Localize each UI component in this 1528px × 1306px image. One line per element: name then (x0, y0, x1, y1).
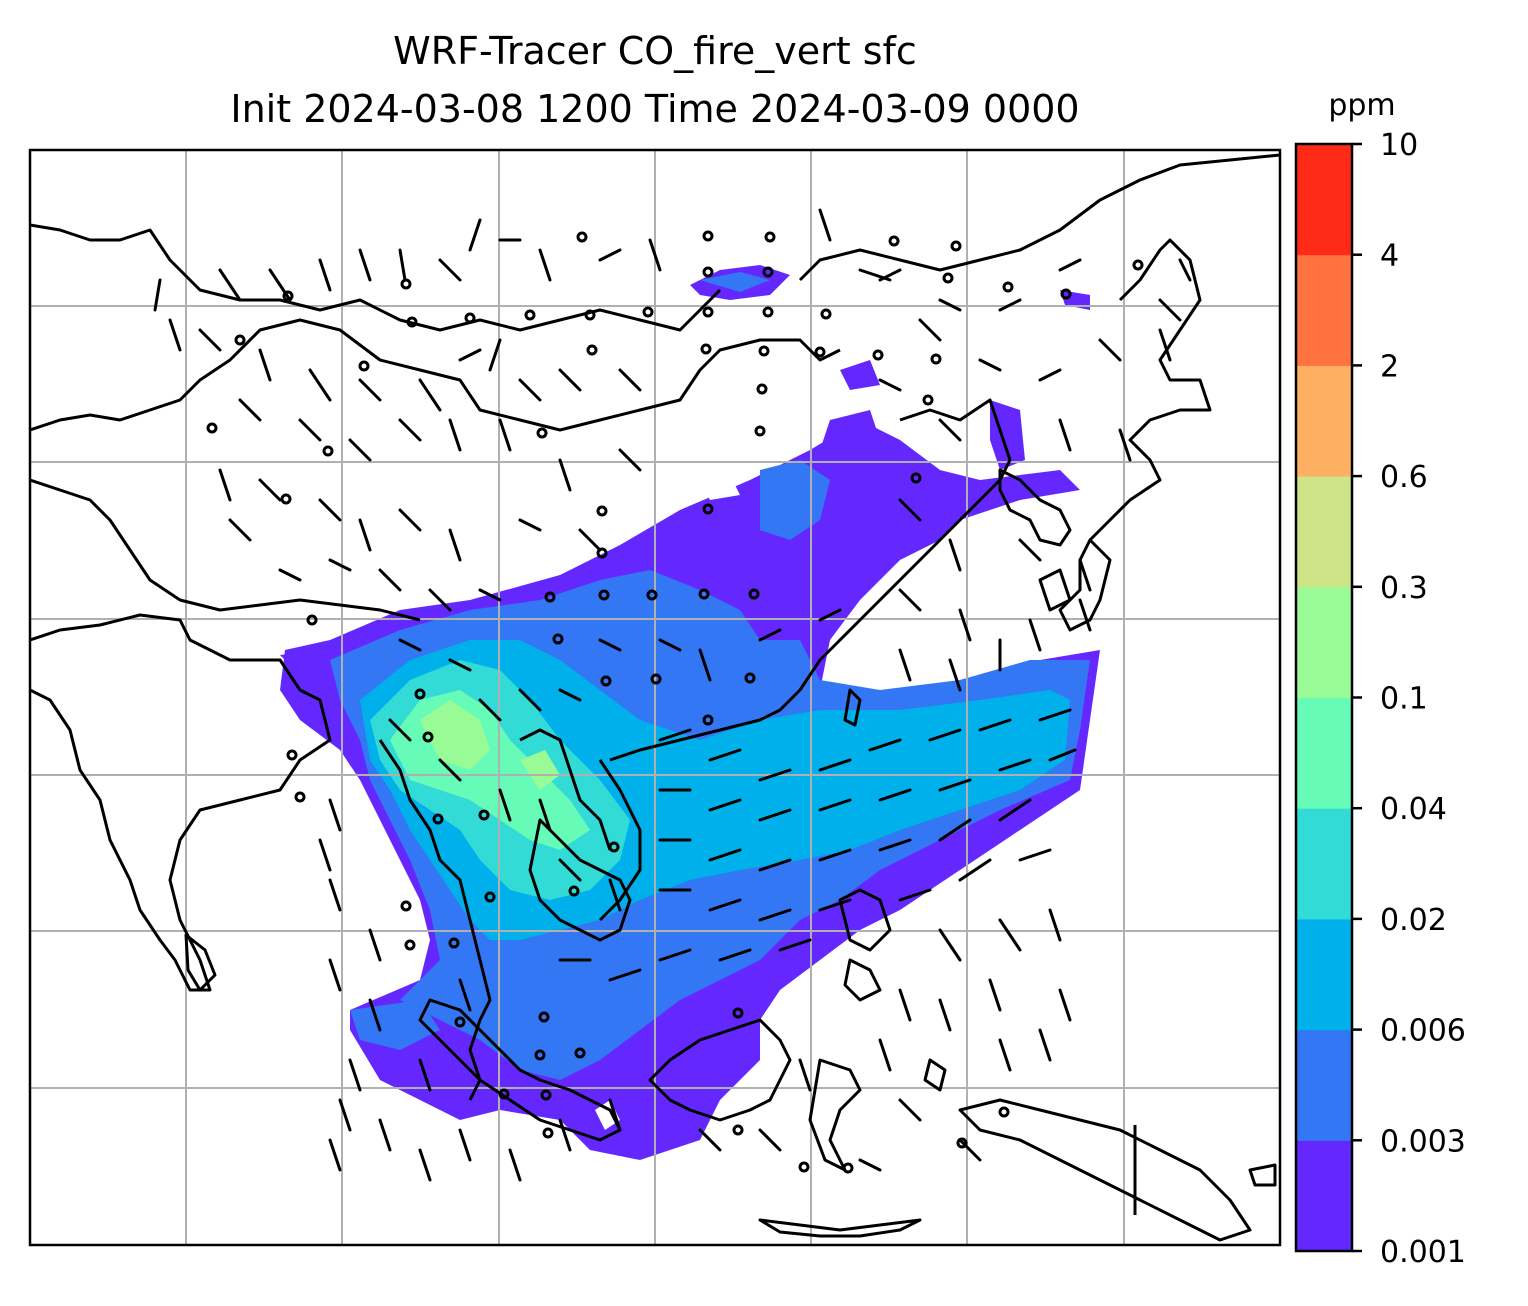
colorbar-band (1296, 254, 1352, 366)
colorbar-tick-label: 0.001 (1380, 1235, 1466, 1270)
colorbar-band (1296, 918, 1352, 1031)
colorbar-tick-label: 0.1 (1380, 682, 1428, 717)
colorbar-tick-label: 0.3 (1380, 571, 1428, 606)
colorbar-unit-label: ppm (1328, 88, 1395, 123)
colorbar-tick-label: 0.02 (1380, 903, 1447, 938)
colorbar-tick-label: 0.04 (1380, 792, 1447, 827)
colorbar-band (1296, 808, 1352, 920)
colorbar-tick-label: 2 (1380, 349, 1399, 384)
colorbar-tick-label: 0.003 (1380, 1124, 1466, 1159)
map-frame (28, 148, 1282, 1247)
colorbar-band (1296, 365, 1352, 477)
colorbar-tick-label: 10 (1380, 128, 1418, 163)
colorbar-band (1296, 144, 1352, 256)
map-title-line1: WRF-Tracer CO_fire_vert sfc (393, 29, 917, 73)
colorbar-band (1296, 1029, 1352, 1141)
colorbar-tick-label: 0.6 (1380, 460, 1428, 495)
co-field-lightgreen (420, 700, 490, 770)
colorbar-band (1296, 1140, 1352, 1252)
colorbar-ticks: 0.001 0.003 0.006 0.02 0.04 0.1 0.3 0.6 2 4 10 (1352, 128, 1466, 1270)
colorbar-band (1296, 476, 1352, 588)
colorbar-band (1296, 697, 1352, 809)
gridlines (30, 150, 1280, 1245)
calm-wind-markers (206, 230, 1144, 1174)
colorbar-tick-label: 0.006 (1380, 1014, 1466, 1049)
colorbar-tick-label: 4 (1380, 239, 1399, 274)
colorbar-band (1296, 586, 1352, 698)
coastlines-borders (30, 153, 1280, 1242)
map-title-line2: Init 2024-03-08 1200 Time 2024-03-09 000… (230, 87, 1080, 131)
colorbar-bands (1296, 144, 1352, 1252)
wind-barbs (153, 208, 1192, 1182)
